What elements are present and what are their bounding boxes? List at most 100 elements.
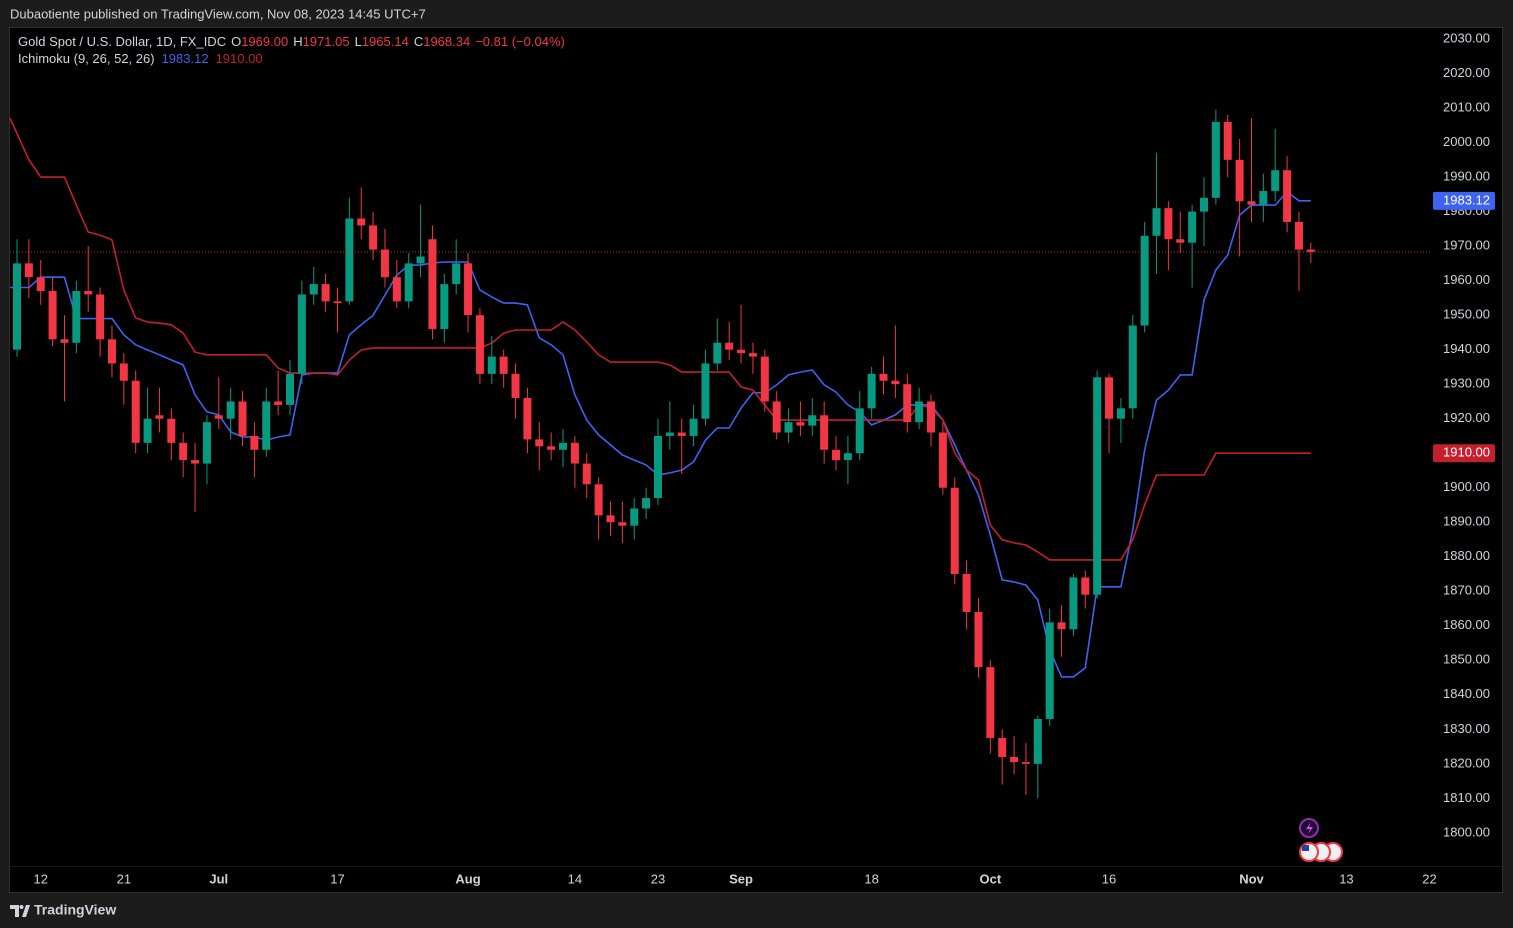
y-tick-label: 2030.00: [1443, 30, 1490, 45]
candle-body: [357, 218, 366, 226]
candle-body: [392, 277, 401, 302]
y-tick-label: 1850.00: [1443, 652, 1490, 667]
candle-body: [499, 356, 508, 374]
candle-body: [309, 284, 318, 295]
candle-body: [1211, 121, 1220, 198]
candle-body: [143, 418, 152, 443]
x-tick-label: 13: [1339, 871, 1353, 886]
y-tick-label: 1830.00: [1443, 721, 1490, 736]
y-tick-label: 1990.00: [1443, 169, 1490, 184]
candle-body: [618, 522, 627, 526]
candle-body: [891, 380, 900, 385]
candle-body: [986, 667, 995, 738]
y-tick-label: 2020.00: [1443, 65, 1490, 80]
candle-body: [428, 239, 437, 329]
candle-body: [202, 422, 211, 464]
y-tick-label: 1800.00: [1443, 824, 1490, 839]
candle-body: [1271, 170, 1280, 191]
candle-body: [48, 290, 57, 340]
candle-body: [13, 263, 21, 350]
candle-body: [84, 290, 93, 295]
candle-body: [24, 263, 33, 278]
candle-body: [843, 453, 852, 461]
candle-body: [653, 435, 662, 499]
candle-body: [1116, 408, 1125, 419]
ichimoku-line: [10, 190, 1311, 678]
candle-body: [938, 432, 947, 488]
candle-body: [107, 339, 116, 364]
x-tick-label: Jul: [209, 871, 228, 886]
y-tick-label: 1860.00: [1443, 617, 1490, 632]
ohlc-value: 1968.34: [423, 34, 470, 49]
candle-body: [689, 418, 698, 436]
candle-body: [155, 415, 164, 419]
candle-body: [535, 439, 544, 447]
chart-pane: [9, 27, 1503, 893]
candle-body: [119, 363, 128, 381]
ohlc-value: 1965.14: [362, 34, 409, 49]
ohlc-value: 1971.05: [303, 34, 350, 49]
x-tick-label: 12: [34, 871, 48, 886]
candle-body: [1057, 622, 1066, 630]
candle-body: [713, 342, 722, 364]
candle-body: [1021, 762, 1030, 764]
candle-body: [238, 401, 247, 436]
candle-body: [1152, 208, 1161, 236]
candle-body: [416, 256, 425, 264]
y-tick-label: 1890.00: [1443, 514, 1490, 529]
y-tick-label: 1930.00: [1443, 376, 1490, 391]
y-tick-label: 1900.00: [1443, 479, 1490, 494]
candle-body: [1235, 159, 1244, 202]
candle-body: [582, 463, 591, 485]
ohlc-key: C: [414, 34, 423, 49]
chart-icons: [1299, 818, 1343, 862]
candle-body: [464, 263, 473, 316]
candle-body: [1033, 718, 1042, 764]
candle-body: [642, 498, 651, 509]
candle-body: [72, 290, 81, 343]
candle-body: [191, 460, 200, 464]
logo-slash: [22, 905, 30, 917]
candle-body: [677, 432, 686, 436]
candle-body: [131, 380, 140, 443]
x-tick-label: Sep: [729, 871, 753, 886]
symbol-legend: Gold Spot / U.S. Dollar, 1D, FX_IDC O1969…: [18, 34, 565, 49]
candle-body: [1010, 756, 1019, 763]
x-tick-label: Nov: [1239, 871, 1264, 886]
x-tick-label: Aug: [455, 871, 480, 886]
x-tick-label: 17: [330, 871, 344, 886]
candle-body: [167, 418, 176, 443]
x-tick-label: 23: [651, 871, 665, 886]
candle-body: [475, 315, 484, 374]
candle-body: [808, 415, 817, 426]
candle-body: [665, 432, 674, 436]
candle-body: [547, 446, 556, 450]
candle-body: [772, 401, 781, 433]
candle-body: [1247, 201, 1256, 205]
candle-body: [974, 611, 983, 668]
y-tick-label: 1870.00: [1443, 583, 1490, 598]
candle-body: [1140, 235, 1149, 326]
logo-dot: [19, 905, 24, 909]
candle-body: [867, 373, 876, 409]
y-tick-label: 1940.00: [1443, 341, 1490, 356]
x-tick-label: 21: [117, 871, 131, 886]
indicator-value: 1910.00: [216, 51, 263, 66]
candle-body: [950, 487, 959, 575]
candle-body: [487, 356, 496, 374]
ohlc-key: O: [231, 34, 241, 49]
candle-body: [820, 415, 829, 450]
candle-body: [214, 415, 223, 419]
x-tick-label: 16: [1102, 871, 1116, 886]
candle-body: [559, 442, 568, 450]
candle-body: [832, 449, 841, 461]
indicator-legend: Ichimoku (9, 26, 52, 26) 1983.12 1910.00: [18, 51, 263, 66]
candle-body: [725, 342, 734, 350]
y-tick-label: 1820.00: [1443, 755, 1490, 770]
candle-body: [1045, 622, 1054, 719]
candle-body: [250, 435, 259, 450]
y-tick-label: 1960.00: [1443, 272, 1490, 287]
event-bolt: [1306, 822, 1313, 834]
candle-body: [523, 397, 532, 440]
